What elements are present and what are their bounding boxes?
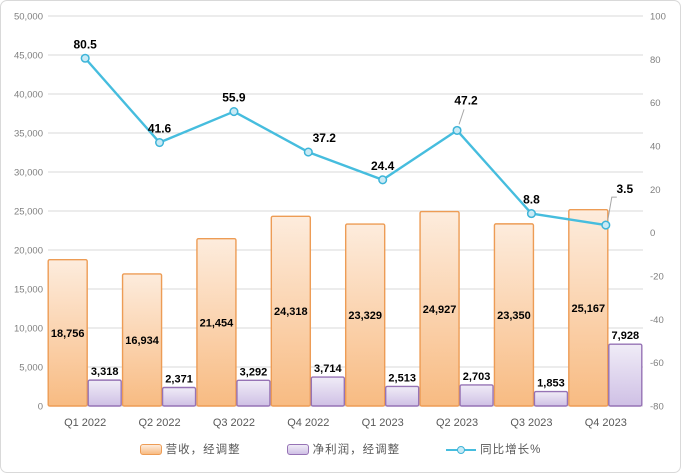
net-profit-bar [459, 384, 494, 407]
left-axis-tick-label: 35,000 [14, 129, 43, 140]
net-profit-bar-value-label: 1,853 [537, 378, 565, 390]
yoy-growth-point [526, 209, 536, 219]
revenue-swatch-icon [139, 443, 162, 455]
revenue-bar-value-label: 23,350 [497, 310, 531, 322]
left-axis-tick-label: 50,000 [14, 12, 43, 23]
net-profit-bar-value-label: 3,292 [240, 366, 268, 378]
net-profit-bar-value-label: 2,371 [165, 374, 193, 386]
yoy-growth-point [80, 53, 90, 63]
yoy-growth-value-label: 8.8 [523, 193, 540, 207]
legend-label-yoy-growth: 同比增长% [480, 444, 542, 456]
yoy-growth-line-swatch-icon [446, 444, 477, 455]
net-profit-bar [608, 343, 643, 407]
net-profit-bar [87, 379, 122, 407]
revenue-bar [568, 208, 609, 407]
x-axis-category-label: Q2 2022 [138, 417, 180, 429]
legend-label-net-profit: 净利润，经调整 [312, 444, 401, 456]
revenue-bar [121, 273, 163, 407]
left-axis-tick-label: 30,000 [14, 168, 43, 179]
net-profit-bar [236, 379, 271, 407]
legend-item-yoy-growth: 同比增长% [446, 441, 541, 457]
x-axis-category-label: Q4 2023 [585, 417, 627, 429]
right-axis-tick-label: 80 [650, 55, 661, 66]
right-axis-tick-label: 60 [650, 98, 661, 109]
x-axis-category-label: Q1 2022 [64, 417, 106, 429]
yoy-growth-value-label: 37.2 [313, 131, 337, 145]
left-axis-tick-label: 40,000 [14, 90, 43, 101]
chart-legend: 营收，经调整 净利润，经调整 同比增长% [1, 441, 680, 457]
revenue-bar [344, 223, 386, 407]
yoy-growth-line [83, 57, 608, 227]
yoy-growth-point [452, 125, 462, 135]
revenue-bar-value-label: 25,167 [571, 303, 605, 315]
left-axis-tick-label: 15,000 [14, 285, 43, 296]
x-axis-category-label: Q1 2023 [362, 417, 404, 429]
right-axis-tick-label: -80 [650, 402, 664, 413]
right-axis-tick-label: -20 [650, 272, 664, 283]
x-axis-category-label: Q3 2023 [510, 417, 552, 429]
left-axis-tick-label: 10,000 [14, 324, 43, 335]
revenue-bar-value-label: 24,927 [423, 304, 457, 316]
label-leader-line [458, 109, 465, 125]
yoy-growth-value-label: 3.5 [616, 182, 633, 196]
net-profit-bar [161, 386, 197, 407]
yoy-growth-value-label: 47.2 [454, 93, 478, 107]
net-profit-bar-value-label: 3,318 [91, 366, 119, 378]
x-axis-category-label: Q2 2023 [436, 417, 478, 429]
revenue-bar-value-label: 21,454 [200, 317, 235, 329]
revenue-bar-value-label: 23,329 [348, 310, 382, 322]
revenue-bar [270, 215, 312, 407]
net-profit-bar-value-label: 2,513 [388, 372, 416, 384]
yoy-growth-value-label: 24.4 [371, 159, 395, 173]
left-axis-tick-label: 5,000 [19, 363, 43, 374]
net-profit-bar [384, 385, 420, 407]
yoy-growth-value-label: 41.6 [148, 122, 172, 136]
x-axis-category-label: Q4 2022 [287, 417, 329, 429]
net-profit-bar-value-label: 2,703 [463, 371, 491, 383]
right-axis-tick-label: -60 [650, 358, 664, 369]
revenue-bar-value-label: 16,934 [125, 335, 160, 347]
net-profit-bar-value-label: 7,928 [612, 330, 640, 342]
right-axis-tick-label: 40 [650, 142, 661, 153]
net-profit-bar [533, 390, 569, 407]
legend-label-revenue: 营收，经调整 [165, 444, 241, 456]
label-leader-line [607, 196, 617, 221]
right-axis-tick-label: 20 [650, 185, 661, 196]
net-profit-bar [310, 376, 346, 407]
legend-item-net-profit: 净利润，经调整 [286, 441, 401, 457]
revenue-bar [493, 223, 535, 407]
left-axis-tick-label: 20,000 [14, 246, 43, 257]
yoy-growth-value-label: 80.5 [74, 37, 98, 51]
revenue-bar [419, 210, 460, 407]
yoy-growth-point [601, 220, 611, 230]
net-profit-bar-value-label: 3,714 [314, 363, 342, 375]
left-axis-tick-label: 0 [38, 402, 43, 413]
yoy-growth-point [155, 137, 165, 148]
left-axis-tick-label: 25,000 [14, 207, 43, 218]
revenue-bar-value-label: 18,756 [51, 328, 85, 340]
right-axis-tick-label: 100 [650, 12, 666, 23]
right-axis-tick-label: 0 [650, 228, 655, 239]
right-axis-tick-label: -40 [650, 315, 664, 326]
x-axis-category-label: Q3 2022 [213, 417, 255, 429]
revenue-bar-value-label: 24,318 [274, 306, 308, 318]
left-axis-tick-label: 45,000 [14, 51, 43, 62]
revenue-bar [196, 237, 237, 407]
net-profit-swatch-icon [286, 443, 309, 455]
yoy-growth-value-label: 55.9 [222, 91, 246, 105]
revenue-bar [47, 259, 88, 407]
yoy-growth-point [303, 147, 313, 157]
legend-item-revenue: 营收，经调整 [139, 441, 241, 457]
yoy-growth-point [378, 175, 388, 185]
yoy-growth-point [229, 107, 239, 117]
